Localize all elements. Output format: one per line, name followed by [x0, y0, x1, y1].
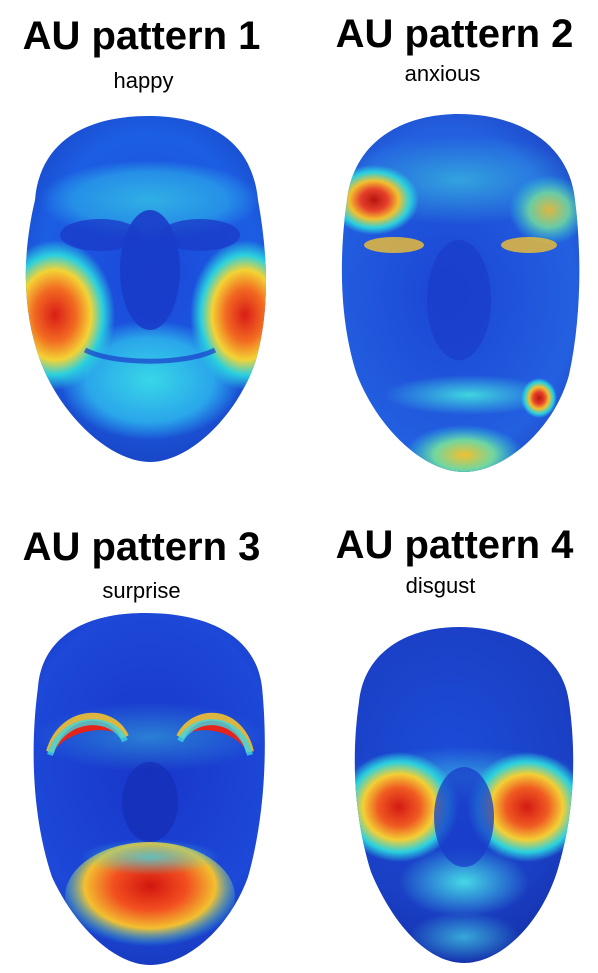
- panel-subtitle: happy: [113, 68, 174, 93]
- panel-au-pattern-2: AU pattern 2 anxious: [299, 0, 598, 486]
- face-heatmap-icon: [354, 627, 574, 963]
- face-heatmap-icon: [25, 116, 266, 462]
- panel-au-pattern-1: AU pattern 1 happy: [0, 0, 299, 486]
- panel-subtitle: anxious: [404, 61, 481, 86]
- panel-title: AU pattern 1: [22, 14, 261, 58]
- panel-subtitle: surprise: [102, 578, 181, 603]
- panel-title: AU pattern 4: [335, 523, 574, 567]
- panel-au-pattern-3: AU pattern 3 surprise: [0, 487, 299, 973]
- panel-title: AU pattern 3: [22, 525, 261, 569]
- panel-subtitle: disgust: [405, 573, 476, 598]
- face-heatmap-icon: [33, 613, 265, 965]
- face-heatmap-icon: [341, 114, 580, 472]
- panel-title: AU pattern 2: [335, 12, 574, 56]
- panel-au-pattern-4: AU pattern 4 disgust: [299, 487, 598, 973]
